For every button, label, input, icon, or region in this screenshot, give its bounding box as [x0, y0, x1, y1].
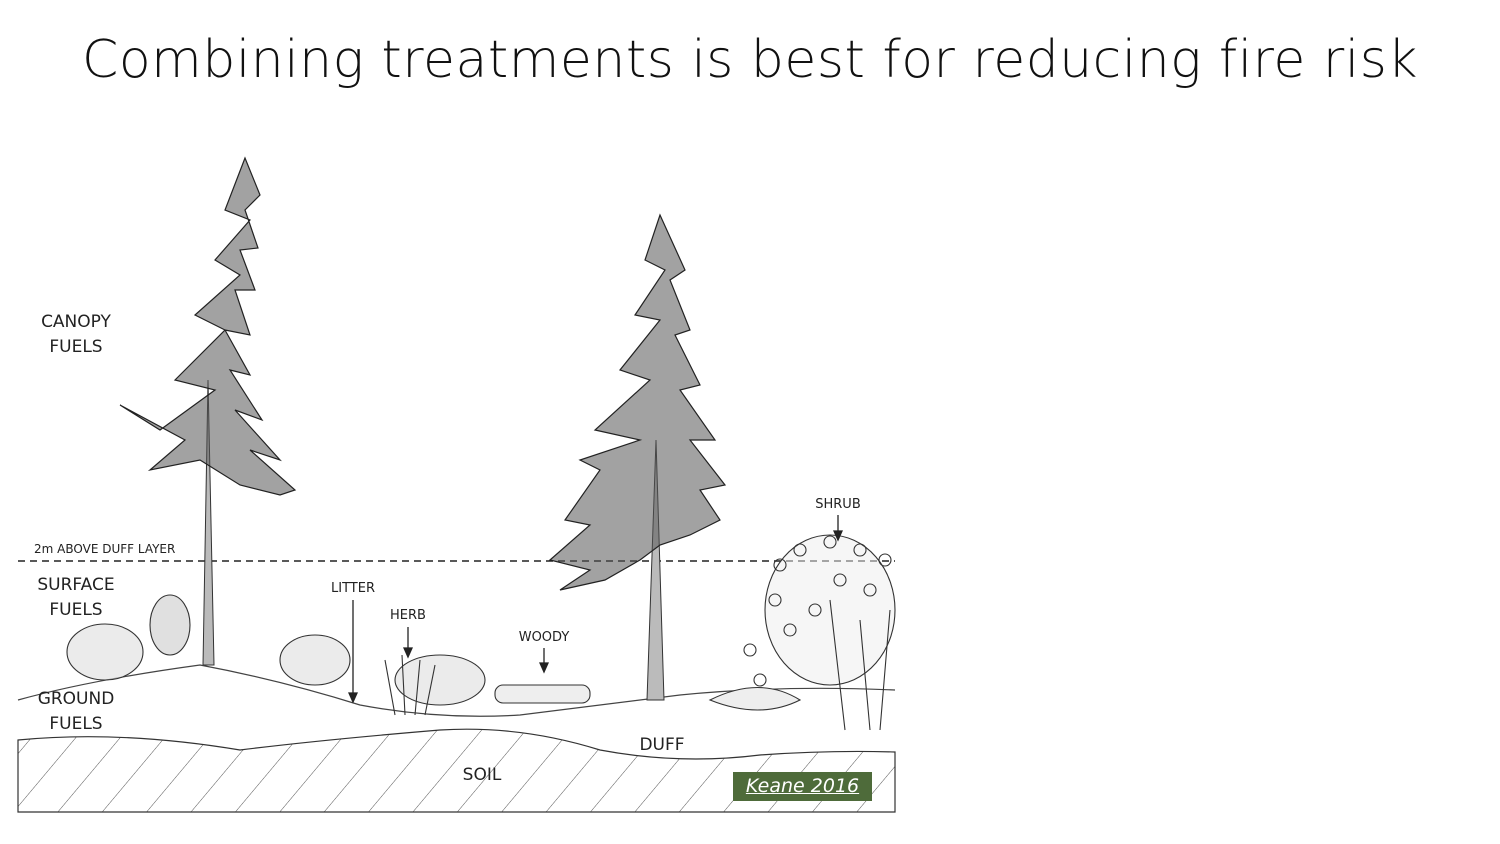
- woody-log: [494, 684, 591, 704]
- small-bush: [149, 594, 191, 656]
- left-bush: [66, 623, 144, 681]
- canopy-fuels-label: CANOPY FUELS: [41, 312, 111, 357]
- ground-fuels-label: GROUND FUELS: [37, 689, 115, 734]
- herb-label: HERB: [390, 608, 426, 623]
- ground-vegetation: [66, 534, 896, 731]
- citation-link[interactable]: Keane 2016: [733, 772, 872, 801]
- herb-grass: [384, 654, 436, 716]
- shrub-label: SHRUB: [815, 497, 861, 512]
- duff-line: [17, 664, 896, 717]
- fallen-log: [708, 686, 802, 711]
- right-shrub: [743, 534, 896, 731]
- fuel-layers-diagram: CANOPY FUELS 2m ABOVE DUFF LAYER SURFACE…: [0, 140, 900, 820]
- soil-label: SOIL: [462, 765, 502, 785]
- litter-bush: [279, 634, 351, 686]
- soil-layer: [17, 728, 896, 813]
- herb-bush: [394, 654, 486, 706]
- above-duff-label: 2m ABOVE DUFF LAYER: [34, 542, 176, 556]
- woody-label: WOODY: [518, 630, 570, 645]
- middle-conifer-tree: [548, 213, 727, 701]
- duff-label: DUFF: [639, 735, 685, 755]
- slide-title: Combining treatments is best for reducin…: [82, 30, 1418, 90]
- surface-fuels-label: SURFACE FUELS: [37, 575, 115, 620]
- fuel-layers-illustration: [17, 156, 896, 813]
- pointer-arrows: [347, 515, 844, 704]
- left-conifer-tree: [119, 156, 297, 666]
- litter-label: LITTER: [331, 581, 375, 596]
